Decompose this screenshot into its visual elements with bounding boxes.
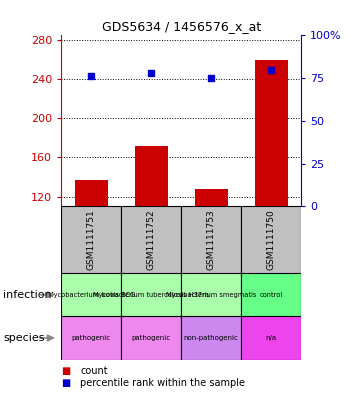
Bar <box>61 316 121 360</box>
Text: GSM1111751: GSM1111751 <box>87 209 96 270</box>
Bar <box>254 60 287 314</box>
Bar <box>135 146 168 314</box>
Text: pathogenic: pathogenic <box>72 335 111 341</box>
Text: GSM1111750: GSM1111750 <box>267 209 275 270</box>
Text: ■: ■ <box>61 366 70 376</box>
Text: species: species <box>4 333 45 343</box>
Text: control: control <box>259 292 283 298</box>
Bar <box>195 189 228 314</box>
Text: infection: infection <box>4 290 52 300</box>
Bar <box>181 316 241 360</box>
Text: non-pathogenic: non-pathogenic <box>184 335 239 341</box>
Text: percentile rank within the sample: percentile rank within the sample <box>80 378 245 388</box>
Bar <box>121 206 181 273</box>
Text: pathogenic: pathogenic <box>132 335 171 341</box>
Text: Mycobacterium smegmatis: Mycobacterium smegmatis <box>166 292 256 298</box>
Bar <box>75 180 108 314</box>
Text: Mycobacterium tuberculosis H37ra: Mycobacterium tuberculosis H37ra <box>93 292 209 298</box>
Text: ■: ■ <box>61 378 70 388</box>
Bar <box>241 273 301 316</box>
Text: n/a: n/a <box>265 335 276 341</box>
Text: GSM1111752: GSM1111752 <box>147 209 156 270</box>
Bar <box>241 316 301 360</box>
Bar <box>61 273 121 316</box>
Bar <box>121 273 181 316</box>
Text: Mycobacterium bovis BCG: Mycobacterium bovis BCG <box>48 292 135 298</box>
Bar <box>61 206 121 273</box>
Bar <box>181 206 241 273</box>
Title: GDS5634 / 1456576_x_at: GDS5634 / 1456576_x_at <box>102 20 261 33</box>
Bar <box>181 273 241 316</box>
Text: GSM1111753: GSM1111753 <box>206 209 216 270</box>
Text: count: count <box>80 366 108 376</box>
Bar <box>241 206 301 273</box>
Bar <box>121 316 181 360</box>
